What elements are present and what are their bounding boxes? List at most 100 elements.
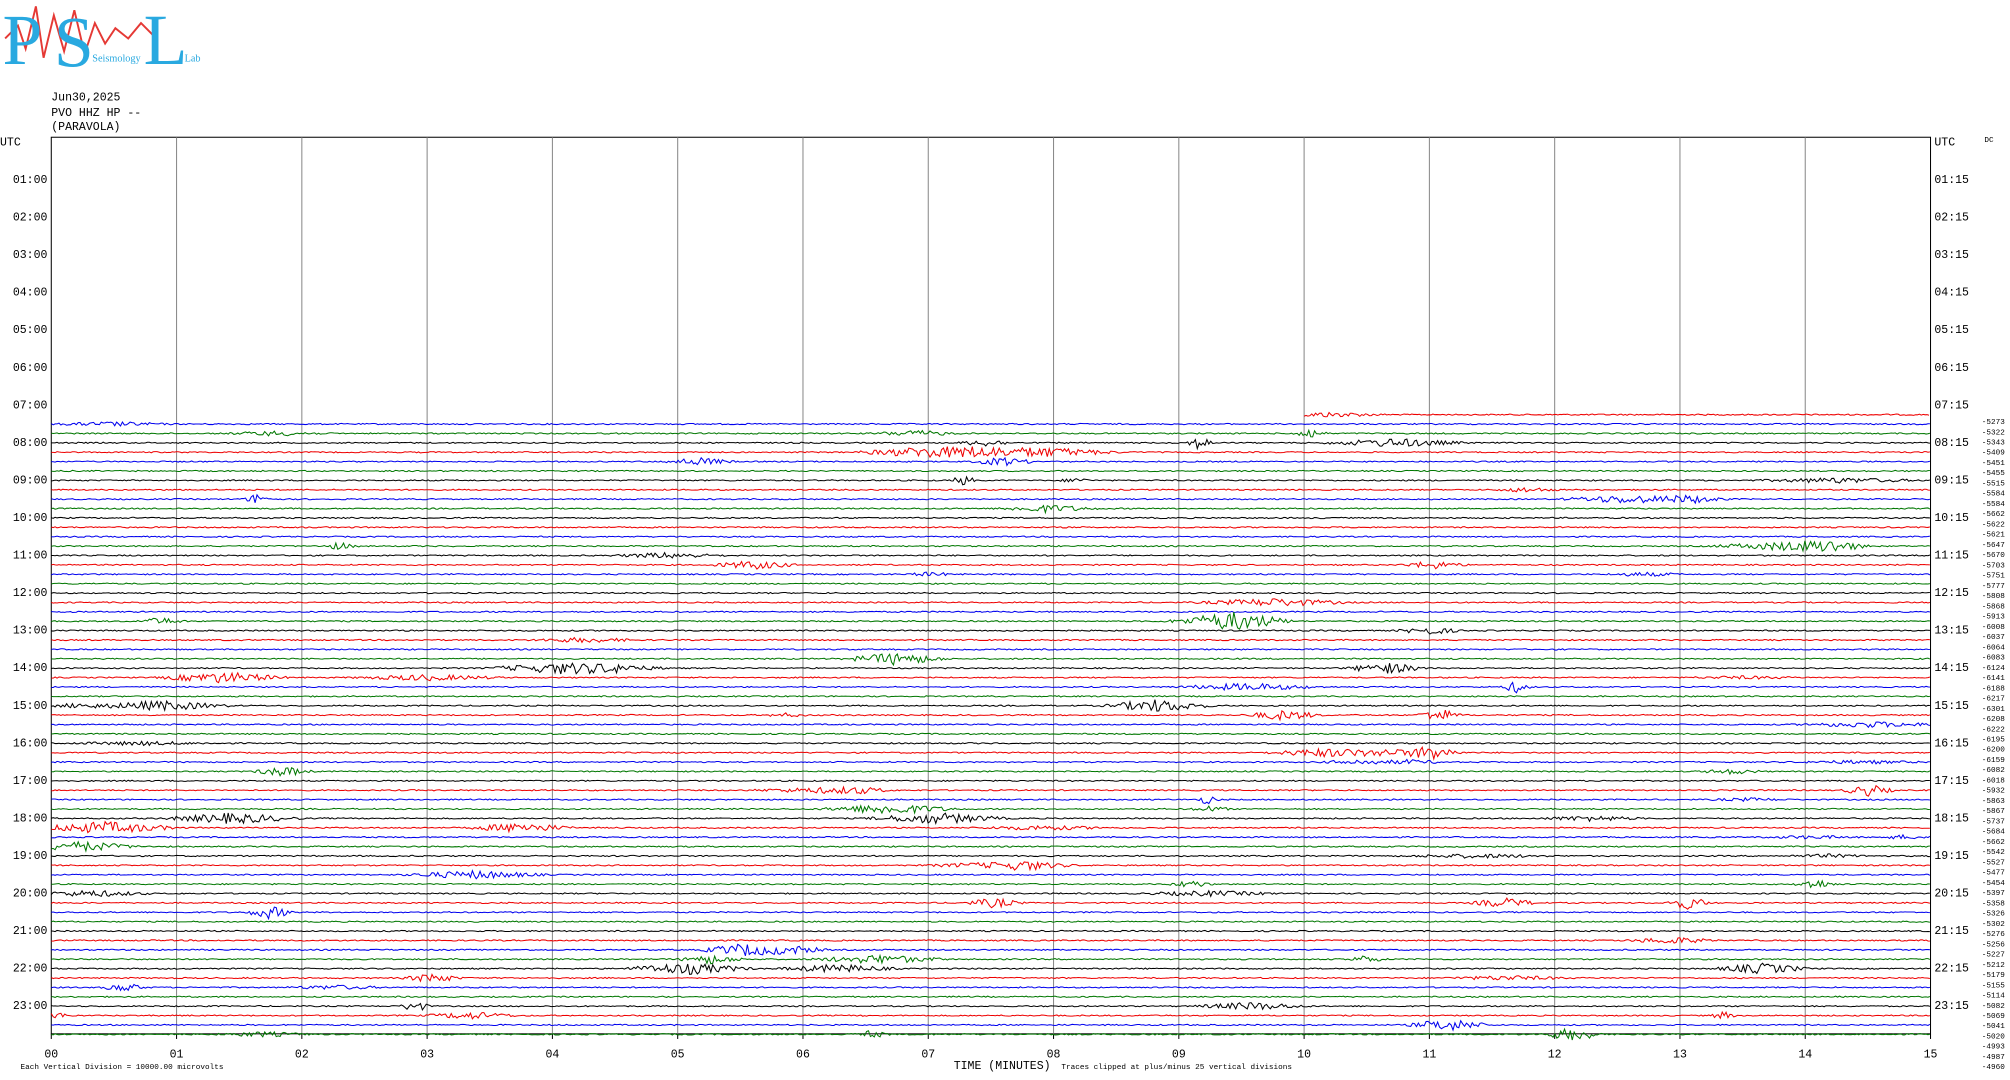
dc-value: -5703 (1982, 562, 2005, 570)
hour-label: 21:00 (13, 925, 48, 938)
footer-center: TIME (MINUTES) (954, 1060, 1051, 1073)
trace (51, 456, 1931, 467)
dc-value: -5358 (1982, 900, 2005, 908)
hour-label-right: 01:15 (1934, 174, 1969, 187)
hour-label: 03:00 (13, 249, 48, 262)
trace (51, 767, 1931, 777)
trace (51, 681, 1930, 694)
trace (51, 1019, 1931, 1032)
dc-value: -6037 (1982, 634, 2005, 642)
logo-letter: L (144, 0, 188, 80)
station: PVO HHZ HP -- (51, 107, 141, 120)
hour-label: 13:00 (13, 625, 48, 638)
dc-value: -6301 (1982, 706, 2005, 714)
dc-value: -5670 (1982, 552, 2005, 560)
x-tick-label: 05 (671, 1048, 685, 1061)
trace (51, 560, 1930, 570)
trace (51, 636, 1930, 644)
hour-label: 09:00 (13, 474, 48, 487)
trace (51, 973, 1930, 983)
footer-left: Each Vertical Division = 10000.00 microv… (21, 1064, 224, 1072)
dc-value: -5662 (1982, 839, 2005, 847)
trace (51, 487, 1930, 493)
dc-value: -5397 (1982, 890, 2005, 898)
trace (51, 598, 1931, 607)
trace (51, 995, 1931, 998)
dc-value: -5179 (1982, 972, 2005, 980)
hour-label-right: 15:15 (1934, 700, 1969, 713)
dc-value: -5343 (1982, 440, 2005, 448)
trace (51, 540, 1930, 553)
dc-value: -5515 (1982, 480, 2005, 488)
trace (51, 571, 1931, 577)
x-tick-label: 13 (1673, 1048, 1687, 1061)
trace (51, 740, 1930, 747)
dc-value: -5584 (1982, 491, 2005, 499)
x-tick-label: 02 (295, 1048, 309, 1061)
trace (51, 784, 1930, 797)
trace (51, 469, 1930, 473)
hour-label: 15:00 (13, 700, 48, 713)
trace (51, 1002, 1931, 1011)
dc-value: -6208 (1982, 716, 2005, 724)
trace (51, 804, 1930, 815)
dc-value: -5082 (1982, 1003, 2005, 1011)
hour-label-right: 23:15 (1934, 1000, 1969, 1013)
dc-value: -5322 (1982, 429, 2005, 437)
hour-label-right: 16:15 (1934, 737, 1969, 750)
dc-value: -5477 (1982, 870, 2005, 878)
trace (51, 897, 1931, 910)
hour-label-right: 11:15 (1934, 550, 1969, 563)
dc-value: -5777 (1982, 583, 2005, 591)
x-tick-label: 01 (170, 1048, 184, 1061)
trace (51, 699, 1930, 712)
dc-value: -4993 (1982, 1044, 2005, 1052)
hour-label: 07:00 (13, 399, 48, 412)
dc-value: -5451 (1982, 460, 2005, 468)
hour-label-right: 18:15 (1934, 812, 1969, 825)
dc-label: DC (1984, 137, 1994, 145)
trace (51, 504, 1931, 515)
dc-value: -6222 (1982, 726, 2005, 734)
trace (51, 610, 1930, 614)
logo-word: Seismology (92, 54, 141, 65)
dc-value: -5326 (1982, 911, 2005, 919)
hour-label-right: 19:15 (1934, 850, 1969, 863)
trace (51, 833, 1931, 840)
dc-value: -5622 (1982, 521, 2005, 529)
hour-label: 08:00 (13, 437, 48, 450)
trace (51, 653, 1931, 667)
x-tick-label: 06 (796, 1048, 810, 1061)
trace (51, 551, 1931, 559)
hour-label: 14:00 (13, 662, 48, 675)
dc-value: -5542 (1982, 849, 2005, 857)
hour-label: 17:00 (13, 775, 48, 788)
hour-label-right: 04:15 (1934, 287, 1969, 300)
trace (50, 889, 1930, 898)
dc-value: -6195 (1982, 736, 2005, 744)
dc-value: -5454 (1982, 880, 2005, 888)
hour-label: 04:00 (13, 287, 48, 300)
hour-label: 23:00 (13, 1000, 48, 1013)
hour-label-right: 12:15 (1934, 587, 1969, 600)
trace (51, 475, 1931, 486)
trace (51, 695, 1930, 698)
hour-label: 12:00 (13, 587, 48, 600)
dc-value: -5621 (1982, 532, 2005, 540)
dc-value: -6064 (1982, 644, 2005, 652)
x-tick-label: 14 (1798, 1048, 1812, 1061)
hour-label-right: 08:15 (1934, 437, 1969, 450)
x-tick-label: 15 (1924, 1048, 1938, 1061)
dc-value: -5868 (1982, 603, 2005, 611)
dc-value: -4987 (1982, 1054, 2005, 1062)
x-tick-label: 07 (921, 1048, 935, 1061)
trace (51, 428, 1931, 438)
hour-label: 18:00 (13, 812, 48, 825)
trace (51, 860, 1930, 872)
date: Jun30,2025 (51, 92, 120, 105)
dc-value: -5913 (1982, 614, 2005, 622)
logo-wave (4, 6, 155, 58)
hour-label-right: 05:15 (1934, 324, 1969, 337)
trace (51, 648, 1930, 651)
dc-value: -5863 (1982, 798, 2005, 806)
